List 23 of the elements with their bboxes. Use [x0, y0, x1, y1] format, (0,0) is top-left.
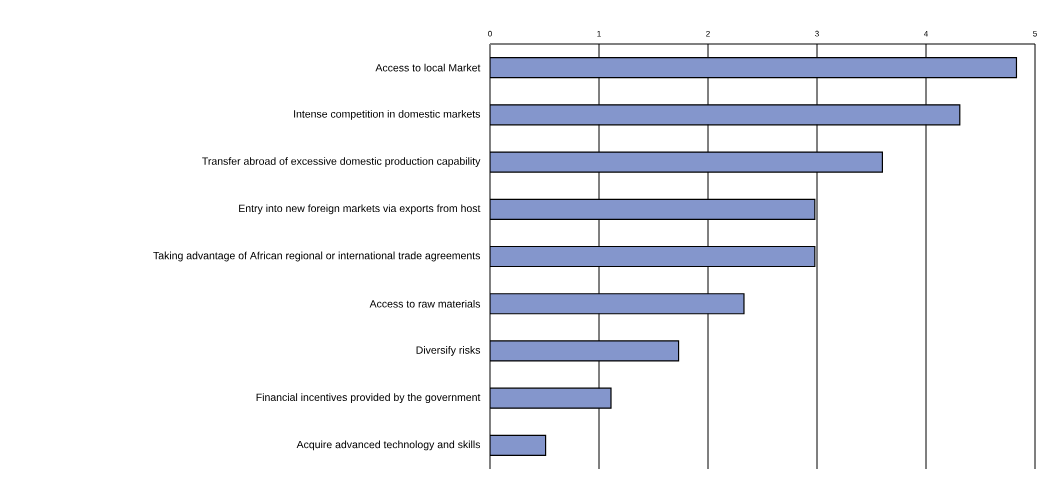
bar	[490, 151, 884, 173]
y-tick-label: Taking advantage of African regional or international trade agreements	[153, 251, 481, 262]
bar	[490, 245, 816, 268]
bar	[490, 293, 745, 315]
bar	[490, 198, 816, 220]
bar	[490, 57, 1018, 79]
y-tick-label: Transfer abroad of excessive domestic production capability	[202, 157, 481, 167]
bar	[490, 434, 547, 456]
y-tick-label: Financial incentives provided by the government	[256, 393, 481, 404]
y-tick-label: Diversify risks	[416, 346, 481, 356]
bar	[490, 387, 612, 409]
x-tick-label: 4	[923, 30, 928, 37]
y-tick-label: Intense competition in domestic markets	[294, 109, 481, 120]
y-tick-label: Entry into new foreign markets via exports from host	[239, 204, 481, 215]
x-tick-label: 3	[815, 30, 819, 37]
x-tick-label: 2	[706, 30, 710, 37]
x-tick-label: 5	[1033, 30, 1037, 37]
x-tick-label: 1	[597, 30, 601, 37]
bar	[490, 104, 961, 126]
y-tick-label: Acquire advanced technology and skills	[296, 440, 481, 451]
y-tick-label: Access to raw materials	[369, 299, 481, 308]
x-tick-label: 0	[488, 30, 492, 37]
y-tick-label: Access to local Market	[375, 63, 481, 72]
